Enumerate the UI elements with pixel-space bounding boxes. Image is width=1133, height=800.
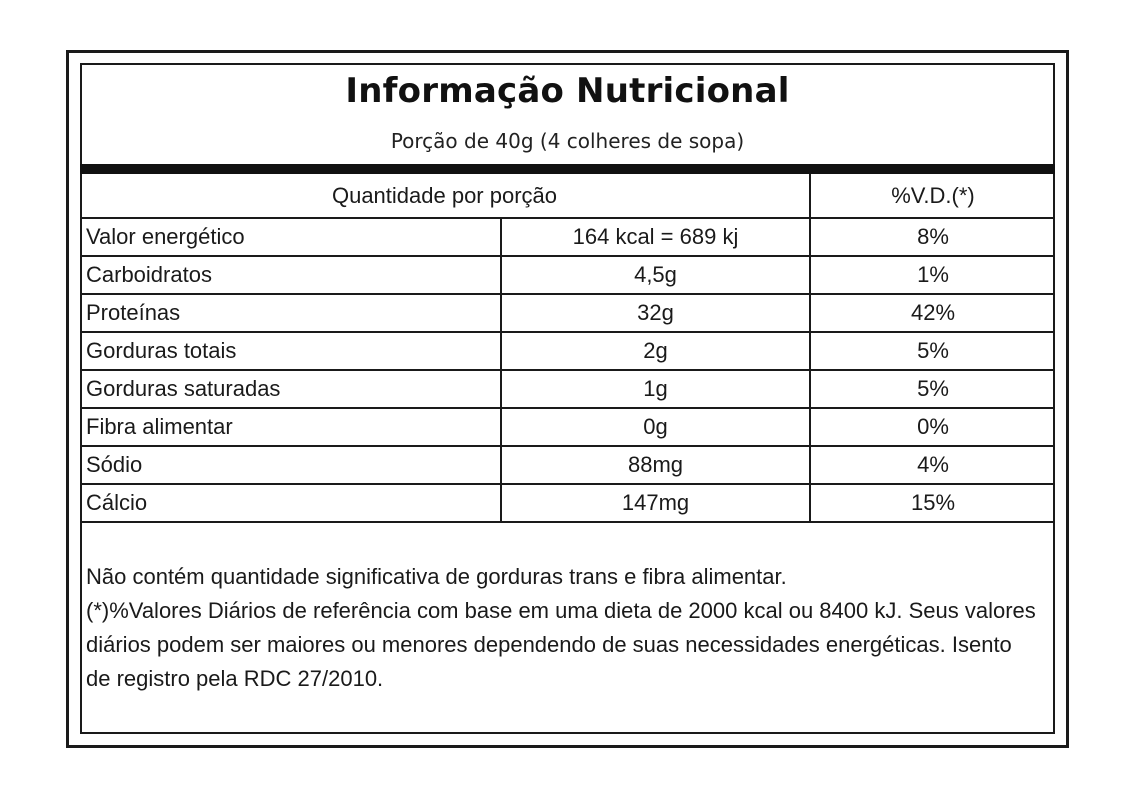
nutrient-daily-value: 15% bbox=[809, 483, 1055, 523]
nutrient-amount: 4,5g bbox=[500, 255, 811, 295]
table-row: Proteínas 32g 42% bbox=[80, 293, 1055, 333]
header-divider bbox=[80, 164, 1055, 174]
nutrient-amount: 2g bbox=[500, 331, 811, 371]
label-header: Informação Nutricional Porção de 40g (4 … bbox=[80, 63, 1055, 165]
nutrient-daily-value: 0% bbox=[809, 407, 1055, 447]
serving-size: Porção de 40g (4 colheres de sopa) bbox=[390, 129, 745, 153]
nutrient-name: Fibra alimentar bbox=[80, 407, 502, 447]
nutrient-amount: 164 kcal = 689 kj bbox=[500, 217, 811, 257]
nutrient-daily-value: 4% bbox=[809, 445, 1055, 485]
quantity-header: Quantidade por porção bbox=[80, 174, 811, 219]
table-row: Gorduras totais 2g 5% bbox=[80, 331, 1055, 371]
label-footnote: Não contém quantidade significativa de g… bbox=[86, 560, 1041, 696]
nutrient-daily-value: 42% bbox=[809, 293, 1055, 333]
table-row: Cálcio 147mg 15% bbox=[80, 483, 1055, 523]
table-row: Valor energético 164 kcal = 689 kj 8% bbox=[80, 217, 1055, 257]
nutrient-amount: 88mg bbox=[500, 445, 811, 485]
nutrient-daily-value: 5% bbox=[809, 369, 1055, 409]
nutrient-daily-value: 5% bbox=[809, 331, 1055, 371]
table-header-row: Quantidade por porção %V.D.(*) bbox=[80, 174, 1055, 219]
nutrient-amount: 32g bbox=[500, 293, 811, 333]
nutrient-name: Gorduras saturadas bbox=[80, 369, 502, 409]
daily-value-header: %V.D.(*) bbox=[809, 174, 1055, 219]
nutrient-name: Proteínas bbox=[80, 293, 502, 333]
nutrient-name: Gorduras totais bbox=[80, 331, 502, 371]
nutrient-amount: 147mg bbox=[500, 483, 811, 523]
label-title: Informação Nutricional bbox=[345, 71, 790, 111]
nutrient-daily-value: 8% bbox=[809, 217, 1055, 257]
table-row: Sódio 88mg 4% bbox=[80, 445, 1055, 485]
table-row: Fibra alimentar 0g 0% bbox=[80, 407, 1055, 447]
nutrition-table: Quantidade por porção %V.D.(*) Valor ene… bbox=[80, 174, 1055, 523]
nutrient-name: Carboidratos bbox=[80, 255, 502, 295]
table-row: Gorduras saturadas 1g 5% bbox=[80, 369, 1055, 409]
nutrient-name: Sódio bbox=[80, 445, 502, 485]
nutrient-amount: 1g bbox=[500, 369, 811, 409]
nutrient-daily-value: 1% bbox=[809, 255, 1055, 295]
nutrient-name: Cálcio bbox=[80, 483, 502, 523]
nutrient-amount: 0g bbox=[500, 407, 811, 447]
footnote-daily-values: (*)%Valores Diários de referência com ba… bbox=[86, 598, 1036, 691]
table-row: Carboidratos 4,5g 1% bbox=[80, 255, 1055, 295]
footnote-trans-fat: Não contém quantidade significativa de g… bbox=[86, 564, 787, 589]
nutrient-name: Valor energético bbox=[80, 217, 502, 257]
